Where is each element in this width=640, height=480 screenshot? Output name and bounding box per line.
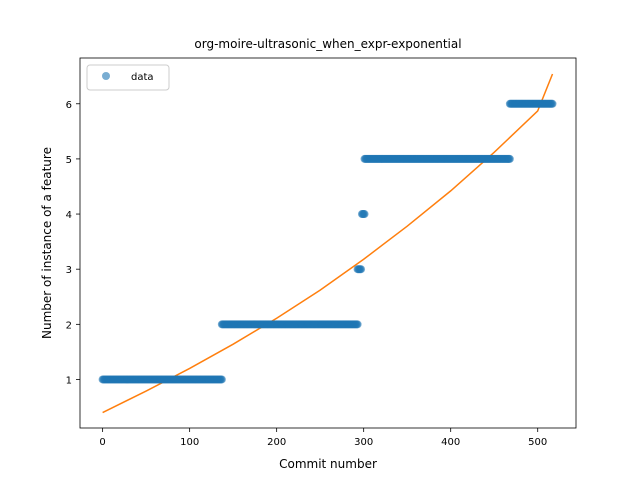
legend-marker-data	[102, 72, 110, 80]
data-point	[357, 265, 366, 274]
x-tick-label: 300	[354, 437, 373, 448]
data-point	[353, 320, 362, 329]
axes-frame	[79, 57, 577, 429]
x-axis-label: Commit number	[279, 457, 377, 471]
x-tick-label: 400	[441, 437, 460, 448]
y-tick-label: 4	[66, 210, 72, 221]
y-axis-label: Number of instance of a feature	[40, 147, 54, 339]
chart-title: org-moire-ultrasonic_when_expr-exponenti…	[194, 37, 461, 51]
fit-line	[102, 73, 554, 414]
y-tick-label: 2	[66, 320, 72, 331]
legend-box	[86, 64, 170, 91]
points-layer	[98, 99, 557, 384]
data-point	[505, 154, 514, 163]
x-tick-label: 0	[99, 437, 105, 448]
x-axis-ticks: 0 100 200 300 400 500	[99, 428, 547, 448]
plot-area	[98, 73, 557, 414]
fit-layer	[102, 73, 554, 414]
data-point	[548, 99, 557, 108]
x-tick-label: 500	[528, 437, 547, 448]
y-axis-ticks: 1 2 3 4 5 6	[66, 100, 80, 386]
data-point	[217, 375, 226, 384]
legend-label-data: data	[131, 72, 154, 83]
y-tick-label: 3	[66, 265, 72, 276]
x-tick-label: 200	[267, 437, 286, 448]
data-point	[360, 210, 369, 219]
legend: data	[86, 64, 170, 91]
y-tick-label: 5	[66, 155, 72, 166]
y-tick-label: 6	[66, 100, 72, 111]
y-tick-label: 1	[66, 375, 72, 386]
x-tick-label: 100	[180, 437, 199, 448]
